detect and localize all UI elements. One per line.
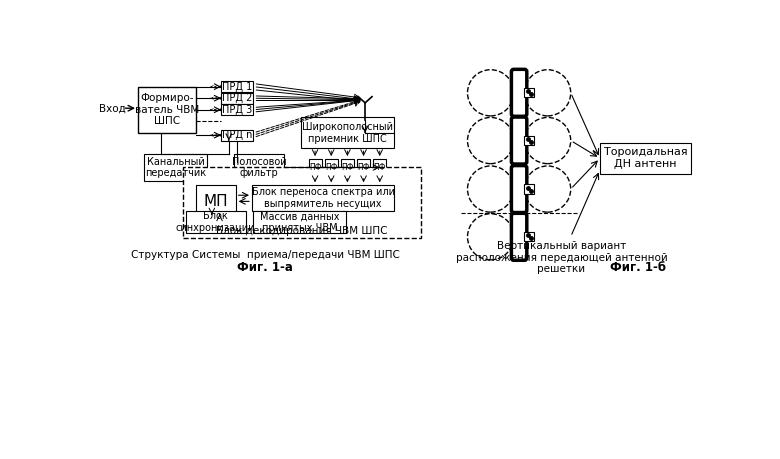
FancyBboxPatch shape [512, 166, 526, 213]
Bar [357, 159, 370, 176]
Bar [254, 212, 346, 233]
Bar [234, 154, 284, 181]
Text: ПРД 3: ПРД 3 [222, 105, 253, 115]
Bar [221, 93, 254, 104]
Text: ПРД 1: ПРД 1 [222, 82, 253, 92]
Bar [221, 81, 254, 92]
Text: Вертикальный вариант
расположения передающей антенной
решетки: Вертикальный вариант расположения переда… [456, 241, 668, 274]
Bar [524, 185, 534, 194]
Text: ПРД n: ПРД n [222, 130, 253, 140]
Bar [144, 154, 207, 181]
Bar [221, 130, 254, 140]
Bar [186, 212, 246, 233]
Text: ПФ: ПФ [309, 163, 321, 172]
Text: Формиро-
ватель ЧВМ
ШПС: Формиро- ватель ЧВМ ШПС [135, 93, 199, 126]
FancyBboxPatch shape [512, 117, 526, 164]
Bar [196, 185, 236, 218]
Text: ПФ: ПФ [325, 163, 338, 172]
Text: Канальный
передатчик: Канальный передатчик [145, 157, 206, 178]
Text: Широкополосный
приемник ШПС: Широкополосный приемник ШПС [302, 122, 393, 144]
Bar [373, 159, 386, 176]
Text: Тороидальная
ДН антенн: Тороидальная ДН антенн [604, 147, 687, 169]
Text: ПРД 2: ПРД 2 [222, 93, 253, 103]
Text: ПФ: ПФ [341, 163, 353, 172]
Text: Блок переноса спектра или
выпрямитель несущих: Блок переноса спектра или выпрямитель не… [252, 187, 395, 209]
Text: Массив данных
принятых ЧВМ: Массив данных принятых ЧВМ [260, 212, 339, 233]
Bar [324, 159, 338, 176]
Text: Полосовой
фильтр: Полосовой фильтр [232, 157, 286, 178]
Text: Блок декодирования ЧВМ ШПС: Блок декодирования ЧВМ ШПС [216, 226, 388, 236]
Text: Фиг. 1-б: Фиг. 1-б [611, 261, 666, 274]
Bar [524, 88, 534, 97]
Bar [301, 118, 394, 148]
Text: Структура Системы  приема/передачи ЧВМ ШПС: Структура Системы приема/передачи ЧВМ ШП… [130, 250, 399, 259]
Bar [524, 136, 534, 145]
Bar [309, 159, 321, 176]
Bar [600, 143, 691, 174]
FancyBboxPatch shape [512, 69, 526, 116]
Bar [341, 159, 354, 176]
Bar [524, 232, 534, 241]
Text: Блок
синхронизации: Блок синхронизации [176, 212, 256, 233]
Text: Фиг. 1-а: Фиг. 1-а [237, 261, 293, 274]
Text: Вход: Вход [99, 103, 126, 113]
Bar [252, 185, 395, 212]
Bar [138, 87, 196, 133]
Text: ПФ: ПФ [374, 163, 386, 172]
FancyBboxPatch shape [512, 213, 526, 260]
Text: ПФ: ПФ [357, 163, 370, 172]
Bar [221, 104, 254, 115]
Bar [183, 167, 421, 238]
Text: МП: МП [204, 194, 228, 209]
